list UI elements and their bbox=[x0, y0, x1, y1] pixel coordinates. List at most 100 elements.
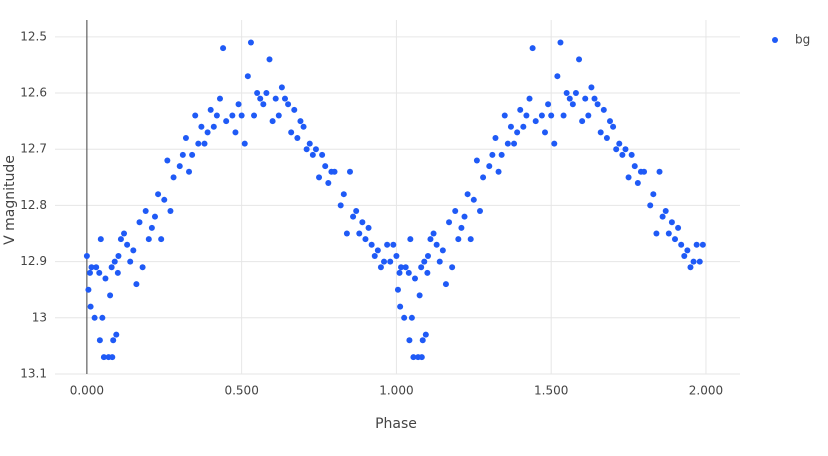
data-point bbox=[668, 219, 675, 226]
data-point bbox=[312, 146, 319, 153]
data-point bbox=[529, 45, 536, 52]
y-tick-label: 12.5 bbox=[20, 29, 47, 43]
data-point bbox=[346, 168, 353, 175]
data-point bbox=[244, 73, 251, 80]
data-point bbox=[467, 236, 474, 243]
data-point bbox=[476, 208, 483, 215]
data-point bbox=[182, 135, 189, 141]
data-point bbox=[684, 247, 691, 254]
data-point bbox=[110, 337, 117, 344]
data-point bbox=[411, 275, 418, 282]
data-point bbox=[151, 213, 158, 220]
data-point bbox=[124, 241, 131, 248]
data-point bbox=[458, 224, 465, 231]
data-point bbox=[647, 202, 654, 209]
data-point bbox=[397, 303, 404, 310]
data-point bbox=[489, 151, 496, 158]
data-point bbox=[408, 314, 415, 321]
data-point bbox=[325, 179, 332, 186]
data-point bbox=[374, 247, 381, 254]
data-point bbox=[263, 90, 270, 97]
data-point bbox=[294, 135, 301, 141]
data-point bbox=[398, 264, 405, 271]
data-point bbox=[139, 264, 146, 271]
data-point bbox=[136, 219, 143, 226]
data-point bbox=[158, 236, 165, 243]
data-point bbox=[452, 208, 459, 215]
data-point bbox=[625, 174, 632, 181]
data-point bbox=[99, 314, 106, 321]
x-tick-label: 0.500 bbox=[224, 384, 258, 398]
data-point bbox=[377, 264, 384, 271]
data-point bbox=[566, 95, 573, 102]
data-point bbox=[473, 157, 480, 164]
data-point bbox=[436, 258, 443, 265]
data-point bbox=[88, 264, 95, 271]
data-point bbox=[189, 151, 196, 158]
data-point bbox=[192, 112, 199, 119]
data-point bbox=[269, 118, 276, 125]
y-tick-label: 12.9 bbox=[20, 254, 47, 268]
data-point bbox=[309, 151, 316, 158]
data-point bbox=[285, 101, 292, 108]
data-point bbox=[350, 213, 357, 220]
data-point bbox=[220, 45, 227, 52]
data-point bbox=[606, 118, 613, 125]
data-point bbox=[501, 112, 508, 119]
y-tick-label: 12.6 bbox=[20, 86, 47, 100]
data-point bbox=[142, 208, 149, 215]
data-point bbox=[495, 168, 502, 175]
data-point bbox=[113, 331, 120, 338]
data-point bbox=[498, 151, 505, 158]
data-point bbox=[393, 253, 400, 259]
data-point bbox=[554, 73, 561, 80]
data-point bbox=[145, 236, 152, 243]
data-point bbox=[381, 258, 388, 265]
data-point bbox=[579, 118, 586, 125]
data-point bbox=[424, 269, 431, 276]
data-point bbox=[613, 146, 620, 153]
data-point bbox=[133, 281, 140, 288]
data-point bbox=[455, 236, 462, 243]
data-point bbox=[281, 95, 288, 102]
data-point bbox=[275, 112, 282, 119]
data-point bbox=[548, 112, 555, 119]
data-point bbox=[127, 258, 134, 265]
data-point bbox=[464, 191, 471, 198]
data-point bbox=[186, 168, 193, 175]
data-point bbox=[430, 230, 437, 237]
data-point bbox=[693, 241, 700, 248]
y-tick-label: 13.1 bbox=[20, 367, 47, 381]
data-point bbox=[675, 224, 682, 231]
data-point bbox=[492, 135, 499, 141]
data-point bbox=[394, 286, 401, 293]
data-point bbox=[266, 56, 273, 63]
data-point bbox=[517, 106, 524, 113]
data-point bbox=[603, 135, 610, 141]
data-point bbox=[161, 196, 168, 203]
data-point bbox=[619, 151, 626, 158]
data-point bbox=[278, 84, 285, 91]
data-point bbox=[424, 253, 431, 259]
data-point bbox=[223, 118, 230, 125]
data-point bbox=[109, 354, 116, 361]
data-point bbox=[288, 129, 295, 136]
data-point bbox=[87, 303, 94, 310]
data-point bbox=[198, 123, 205, 130]
data-point bbox=[148, 224, 155, 231]
legend-label: bg bbox=[795, 33, 810, 47]
data-point bbox=[662, 208, 669, 215]
y-tick-label: 12.8 bbox=[20, 198, 47, 212]
data-point bbox=[696, 258, 703, 265]
data-point bbox=[247, 39, 254, 46]
data-point bbox=[418, 354, 425, 361]
x-axis-title: Phase bbox=[375, 416, 417, 432]
data-point bbox=[210, 123, 217, 130]
data-point bbox=[337, 202, 344, 209]
data-point bbox=[480, 174, 487, 181]
data-point bbox=[634, 179, 641, 186]
data-point bbox=[254, 90, 261, 97]
data-point bbox=[93, 264, 100, 271]
data-point bbox=[523, 112, 530, 119]
data-point bbox=[631, 163, 638, 170]
